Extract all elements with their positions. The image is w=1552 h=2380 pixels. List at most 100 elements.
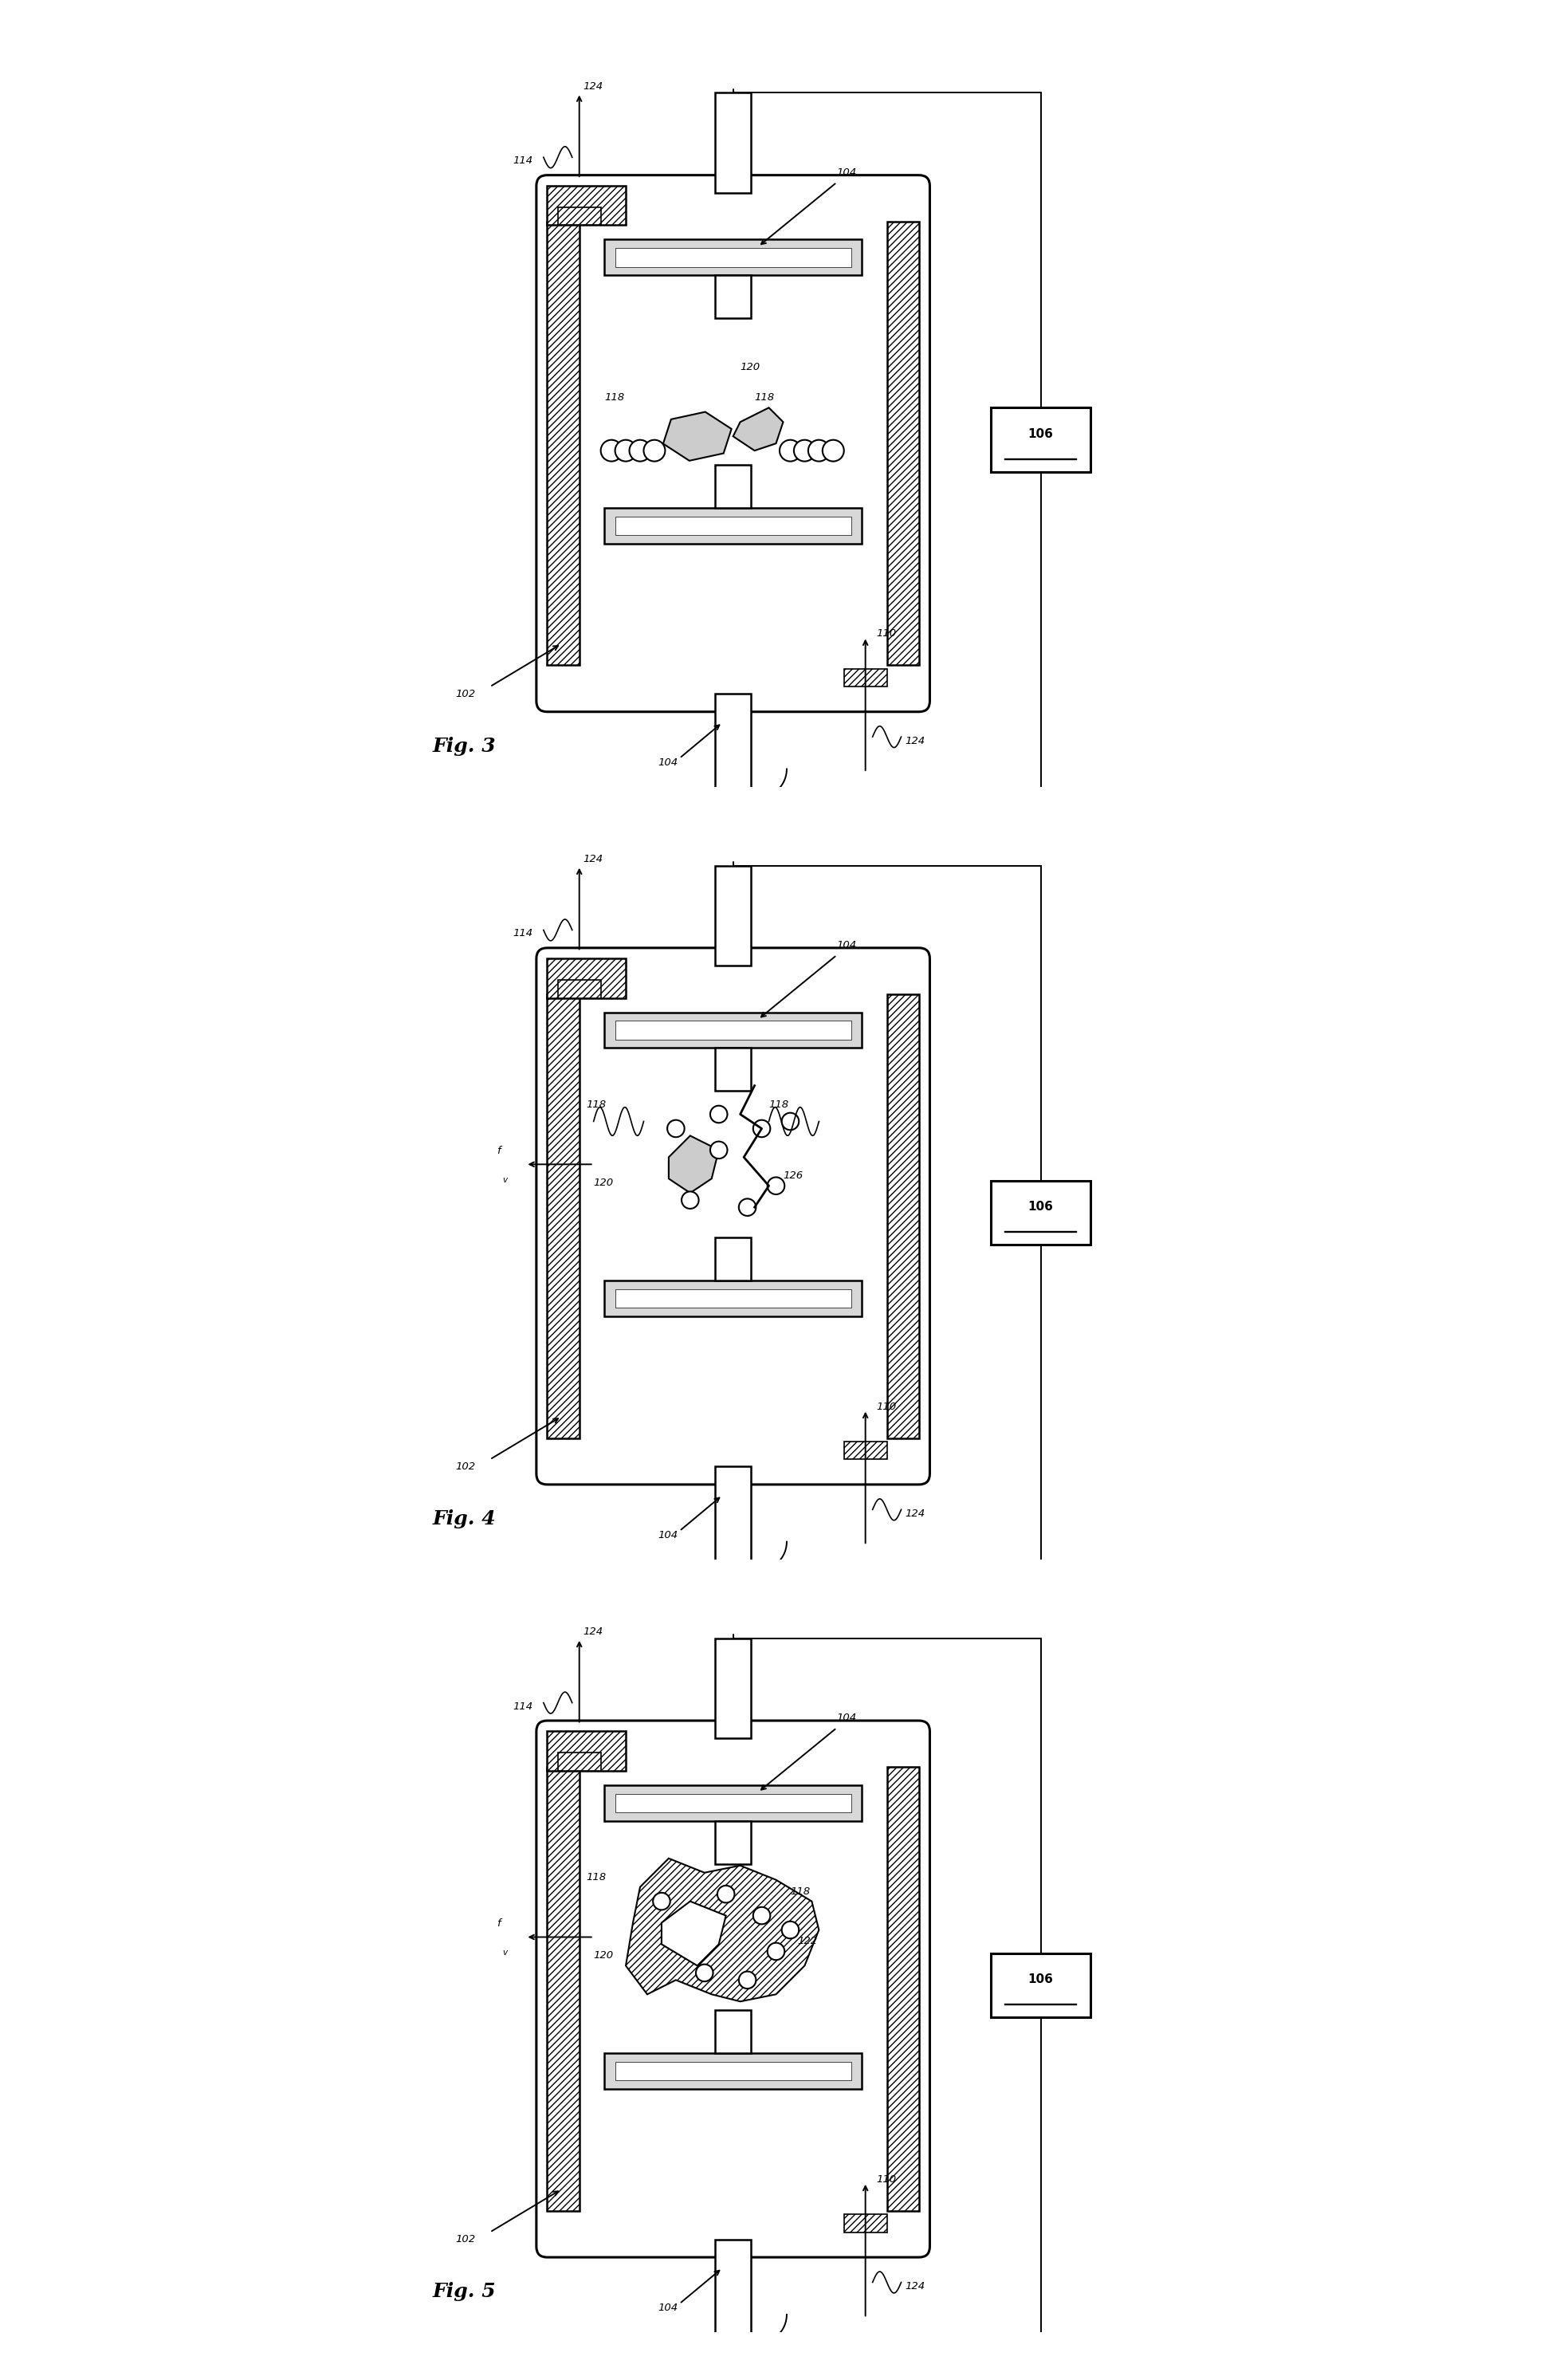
Bar bbox=[715, 276, 751, 319]
FancyBboxPatch shape bbox=[537, 1721, 930, 2256]
Bar bbox=[844, 2213, 886, 2232]
Bar bbox=[715, 2011, 751, 2054]
Circle shape bbox=[739, 1200, 756, 1216]
Text: 102: 102 bbox=[456, 2235, 475, 2244]
Text: 104: 104 bbox=[658, 757, 678, 769]
Text: Fig. 3: Fig. 3 bbox=[433, 738, 497, 757]
Bar bbox=[886, 995, 919, 1438]
Circle shape bbox=[753, 1906, 770, 1923]
Text: 118: 118 bbox=[754, 393, 774, 402]
Text: 110: 110 bbox=[877, 2175, 896, 2185]
Text: 120: 120 bbox=[740, 362, 760, 374]
Text: 114: 114 bbox=[512, 928, 532, 938]
Bar bbox=[715, 695, 751, 795]
Circle shape bbox=[653, 1892, 670, 1909]
Text: 124: 124 bbox=[584, 81, 602, 93]
Bar bbox=[886, 1766, 919, 2211]
Circle shape bbox=[667, 1121, 684, 1138]
Text: 122: 122 bbox=[798, 1937, 818, 1947]
Circle shape bbox=[782, 1114, 799, 1130]
Bar bbox=[604, 507, 861, 543]
Text: 102: 102 bbox=[456, 688, 475, 700]
Polygon shape bbox=[625, 1859, 819, 2002]
Bar bbox=[548, 959, 625, 997]
Text: 118: 118 bbox=[587, 1100, 607, 1109]
Text: f: f bbox=[497, 1145, 501, 1157]
Bar bbox=[715, 464, 751, 507]
Bar bbox=[886, 221, 919, 666]
Bar bbox=[715, 93, 751, 193]
Polygon shape bbox=[663, 412, 731, 462]
Bar bbox=[557, 1752, 601, 1771]
Text: v: v bbox=[503, 1949, 508, 1956]
Text: Fig. 4: Fig. 4 bbox=[433, 1509, 497, 1528]
Bar bbox=[548, 1730, 625, 1771]
Text: 118: 118 bbox=[790, 1887, 810, 1897]
Bar bbox=[615, 1021, 850, 1040]
Text: 118: 118 bbox=[604, 393, 624, 402]
Text: 124: 124 bbox=[905, 735, 925, 747]
Text: 104: 104 bbox=[837, 1714, 857, 1723]
Text: 124: 124 bbox=[584, 1628, 602, 1637]
Text: 104: 104 bbox=[837, 167, 857, 178]
Circle shape bbox=[753, 1121, 770, 1138]
Circle shape bbox=[615, 440, 636, 462]
Text: 102: 102 bbox=[456, 1461, 475, 1471]
Text: 114: 114 bbox=[512, 1702, 532, 1711]
Circle shape bbox=[630, 440, 650, 462]
Bar bbox=[990, 407, 1091, 471]
Circle shape bbox=[795, 440, 815, 462]
Text: 110: 110 bbox=[877, 628, 896, 640]
Bar bbox=[615, 1290, 850, 1307]
Circle shape bbox=[711, 1107, 728, 1123]
Text: v: v bbox=[503, 1176, 508, 1183]
Bar bbox=[715, 1047, 751, 1090]
Circle shape bbox=[739, 1971, 756, 1990]
Text: 124: 124 bbox=[905, 2282, 925, 2292]
Bar bbox=[844, 669, 886, 688]
Polygon shape bbox=[661, 1902, 726, 1966]
Text: 110: 110 bbox=[877, 1402, 896, 1411]
Text: 106: 106 bbox=[1027, 1973, 1054, 1985]
Text: 120: 120 bbox=[593, 1178, 613, 1188]
Bar bbox=[844, 1442, 886, 1459]
Bar bbox=[604, 1785, 861, 1821]
Bar bbox=[990, 1180, 1091, 1245]
Bar bbox=[557, 207, 601, 226]
Bar bbox=[557, 981, 601, 997]
Text: 118: 118 bbox=[768, 1100, 788, 1109]
Text: 126: 126 bbox=[784, 1171, 804, 1180]
Text: Fig. 5: Fig. 5 bbox=[433, 2282, 497, 2301]
Text: 104: 104 bbox=[658, 2304, 678, 2313]
FancyBboxPatch shape bbox=[537, 947, 930, 1485]
Text: 124: 124 bbox=[584, 854, 602, 864]
Bar bbox=[715, 1637, 751, 1737]
Text: 124: 124 bbox=[905, 1509, 925, 1518]
Text: 114: 114 bbox=[512, 155, 532, 167]
Bar bbox=[615, 248, 850, 267]
Bar bbox=[715, 1821, 751, 1864]
Text: 104: 104 bbox=[837, 940, 857, 950]
Polygon shape bbox=[669, 1135, 719, 1192]
Polygon shape bbox=[733, 407, 784, 450]
Bar bbox=[615, 516, 850, 536]
Text: 104: 104 bbox=[658, 1530, 678, 1540]
Circle shape bbox=[779, 440, 801, 462]
Bar bbox=[715, 866, 751, 966]
Circle shape bbox=[767, 1942, 785, 1961]
Text: f: f bbox=[497, 1918, 501, 1928]
Circle shape bbox=[717, 1885, 734, 1902]
Circle shape bbox=[767, 1178, 785, 1195]
Circle shape bbox=[601, 440, 622, 462]
Bar bbox=[615, 2061, 850, 2080]
Circle shape bbox=[809, 440, 830, 462]
Bar bbox=[715, 1466, 751, 1566]
Text: 106: 106 bbox=[1027, 428, 1054, 440]
Bar bbox=[715, 2240, 751, 2340]
Circle shape bbox=[823, 440, 844, 462]
Text: 118: 118 bbox=[587, 1871, 607, 1883]
Text: 120: 120 bbox=[593, 1952, 613, 1961]
Text: 106: 106 bbox=[1027, 1202, 1054, 1214]
Circle shape bbox=[711, 1142, 728, 1159]
Bar bbox=[548, 221, 579, 666]
